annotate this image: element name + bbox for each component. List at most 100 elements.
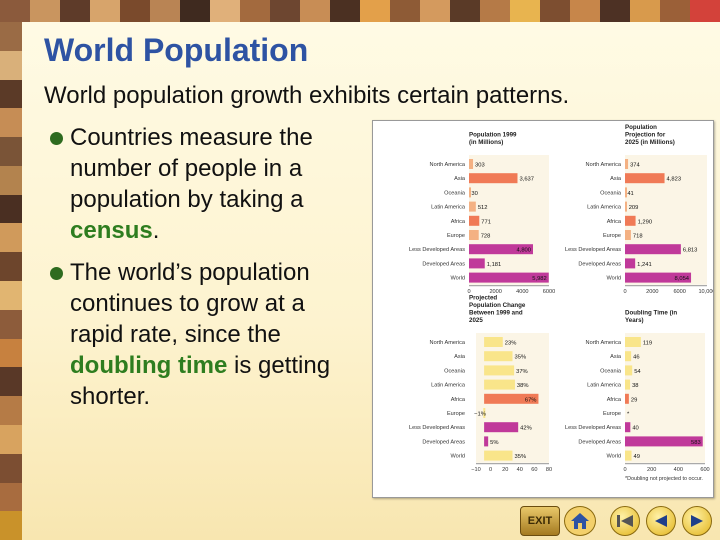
chart-footnote: *Doubling not projected to occur. <box>625 476 703 482</box>
chart-title-line: Projection for <box>625 132 666 139</box>
data-bar <box>469 215 480 226</box>
chart-title-line: (in Millions) <box>469 139 503 146</box>
category-label: Latin America <box>431 383 466 389</box>
chart-title-line: 2025 <box>469 317 483 324</box>
category-label: North America <box>586 162 622 168</box>
tick-label: 80 <box>546 467 552 473</box>
tick-label: 400 <box>674 467 683 473</box>
tick-label: 0 <box>467 289 470 295</box>
data-label: 1,181 <box>487 262 502 268</box>
data-label: 771 <box>481 219 491 225</box>
data-label: 728 <box>481 234 491 240</box>
data-bar <box>625 393 629 404</box>
category-label: Asia <box>610 354 622 360</box>
category-label: Less Developed Areas <box>409 247 465 253</box>
data-label: 4,823 <box>667 177 682 183</box>
category-label: Developed Areas <box>578 439 621 445</box>
exit-button[interactable]: EXIT <box>520 506 560 536</box>
data-label: * <box>627 412 630 418</box>
next-slide-button[interactable] <box>682 506 712 536</box>
slide-content: World Population World population growth… <box>22 22 720 540</box>
tick-label: 600 <box>700 467 709 473</box>
category-label: North America <box>586 340 622 346</box>
tick-label: 0 <box>623 467 626 473</box>
data-bar <box>625 379 631 390</box>
category-label: Less Developed Areas <box>409 425 465 431</box>
data-label: 38% <box>517 383 529 389</box>
category-label: Asia <box>454 354 466 360</box>
data-label: 37% <box>516 369 528 375</box>
chart-title-line: Projected <box>469 295 497 302</box>
data-bar <box>469 159 474 169</box>
data-bar <box>484 393 539 404</box>
category-label: Less Developed Areas <box>565 425 621 431</box>
data-bar <box>469 272 549 283</box>
data-label: 303 <box>475 163 485 169</box>
tick-label: 2000 <box>489 289 501 295</box>
category-label: Developed Areas <box>578 261 621 267</box>
data-label: 4,800 <box>516 248 531 254</box>
chart-title-line: Population Change <box>469 302 526 309</box>
category-label: Oceania <box>444 368 466 374</box>
data-label: 8,054 <box>675 276 690 282</box>
key-term-doubling-time[interactable]: doubling time <box>70 352 228 379</box>
home-button[interactable] <box>564 506 596 536</box>
category-label: Africa <box>607 219 622 225</box>
data-label: 42% <box>520 426 532 432</box>
bullet-dot-icon <box>50 132 63 145</box>
category-label: Europe <box>447 411 465 417</box>
data-label: 374 <box>630 163 640 169</box>
chart-title-line: Population <box>625 124 657 131</box>
data-label: 49 <box>634 454 640 460</box>
data-label: 512 <box>478 205 488 211</box>
first-slide-button[interactable] <box>610 506 640 536</box>
data-bar <box>625 201 627 212</box>
data-bar <box>625 351 632 362</box>
data-label: 1,241 <box>637 262 652 268</box>
data-label: 6,813 <box>683 248 698 254</box>
data-label: 23% <box>505 341 517 347</box>
previous-slide-icon <box>655 515 667 527</box>
data-label: 29 <box>631 397 637 403</box>
category-label: Europe <box>447 233 465 239</box>
bullet-list: Countries measure the number of people i… <box>44 122 364 423</box>
category-label: Latin America <box>431 205 466 211</box>
category-label: Africa <box>451 397 466 403</box>
category-label: World <box>606 276 621 282</box>
tick-label: 60 <box>531 467 537 473</box>
tick-label: 0 <box>489 467 492 473</box>
data-bar <box>625 230 631 240</box>
data-bar <box>484 365 515 376</box>
data-bar <box>484 422 519 433</box>
key-term-census[interactable]: census <box>70 217 153 244</box>
data-label: 35% <box>515 454 527 460</box>
chart-title-line: Years) <box>625 317 644 324</box>
chart-title-line: Doubling Time (in <box>625 310 677 317</box>
tick-label: 2000 <box>646 289 658 295</box>
data-label: 119 <box>643 341 652 347</box>
tick-label: 40 <box>517 467 523 473</box>
bullet-text: The world’s population continues to grow… <box>70 259 310 348</box>
category-label: North America <box>430 340 466 346</box>
data-bar <box>625 159 629 169</box>
data-label: 40 <box>632 426 638 432</box>
data-label: 54 <box>634 369 641 375</box>
data-bar <box>484 351 513 362</box>
bullet-census: Countries measure the number of people i… <box>44 122 364 246</box>
tick-label: 10,000 <box>698 289 713 295</box>
slide-title: World Population <box>44 32 309 68</box>
category-label: North America <box>430 162 466 168</box>
data-label: 718 <box>633 234 643 240</box>
category-label: World <box>450 276 465 282</box>
data-label: 41 <box>627 191 633 197</box>
data-label: −1% <box>474 412 486 418</box>
data-label: 3,637 <box>519 177 534 183</box>
population-figure: Population 1999 (in Millions) North Americ… <box>372 120 714 498</box>
bullet-text-end: . <box>152 217 160 244</box>
photo-banner <box>0 0 720 22</box>
previous-slide-button[interactable] <box>646 506 676 536</box>
data-bar <box>625 173 665 184</box>
data-label: 1,290 <box>638 219 653 225</box>
bullet-dot-icon <box>50 267 63 280</box>
population-charts-svg: Population 1999(in Millions) North Americ… <box>409 124 713 482</box>
